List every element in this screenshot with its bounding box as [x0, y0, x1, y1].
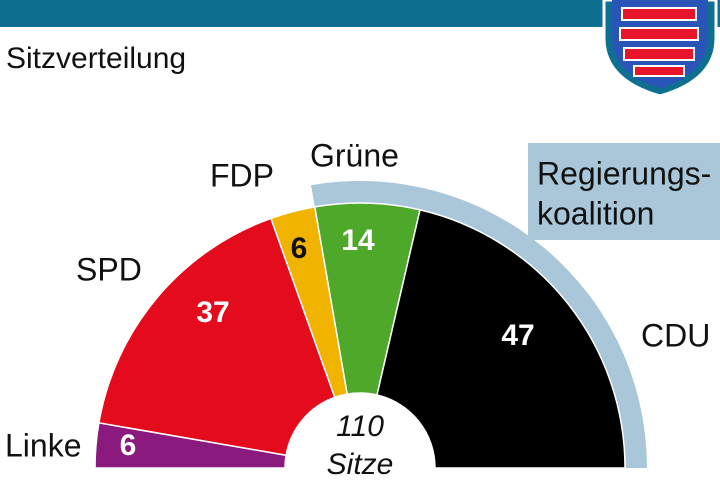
seat-value-cdu: 47: [501, 319, 534, 352]
seat-value-gruene: 14: [341, 224, 375, 257]
header-bar: [0, 0, 720, 27]
slice-spd: [98, 217, 336, 457]
hessen-lion-crest-icon: [602, 0, 718, 98]
seat-value-fdp: 6: [291, 232, 308, 265]
party-label-linke: Linke: [5, 427, 82, 463]
total-seats-number: 110: [336, 410, 384, 443]
party-label-gruene: Grüne: [310, 137, 399, 173]
party-label-spd: SPD: [76, 251, 142, 287]
party-label-cdu: CDU: [641, 317, 710, 353]
seat-value-linke: 6: [120, 429, 137, 462]
total-seats-unit: Sitze: [327, 448, 394, 480]
coalition-label-box: [528, 143, 720, 240]
party-label-fdp: FDP: [210, 157, 274, 193]
slice-cdu: [376, 208, 626, 469]
chart-subtitle: Sitzverteilung: [6, 42, 187, 75]
coalition-label-line2: koalition: [537, 195, 654, 231]
coalition-label-line1: Regierungs-: [537, 155, 711, 191]
seat-value-spd: 37: [196, 296, 229, 329]
